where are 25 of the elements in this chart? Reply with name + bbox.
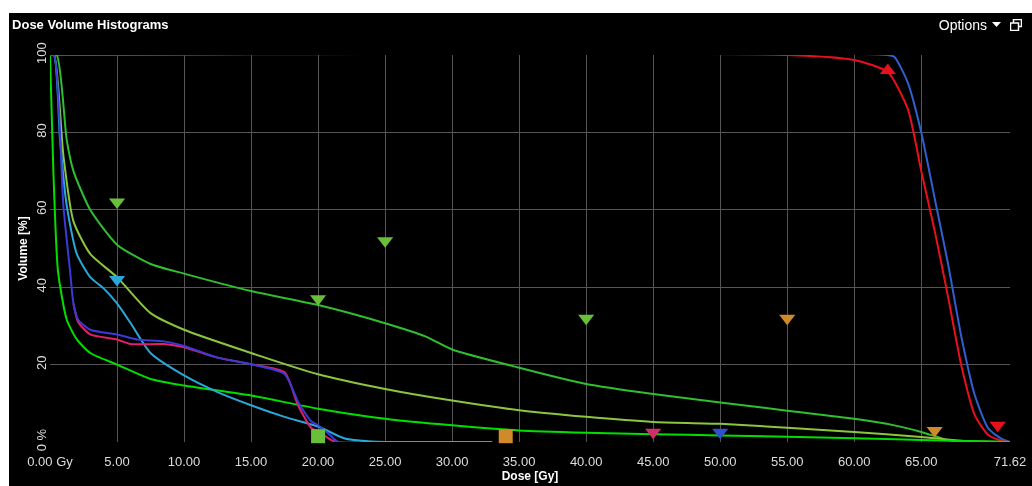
x-tick-label: 50.00 [703, 454, 737, 469]
y-tick-label: 40 [34, 278, 50, 293]
y-tick-label: 20 [34, 355, 50, 370]
y-axis-title: Volume [%] [15, 216, 30, 281]
chart-title: Dose Volume Histograms [12, 17, 169, 33]
x-tick-label: 0.00 Gy [27, 454, 74, 469]
x-tick-label: 65.00 [905, 454, 938, 469]
x-tick-label: 35.00 [502, 454, 536, 469]
x-tick-label: 30.00 [435, 454, 469, 469]
x-tick-label: 71.62 [993, 454, 1027, 469]
text: Options [938, 17, 987, 33]
x-tick-label: 60.00 [837, 454, 871, 469]
x-tick-label: 20.00 [301, 454, 335, 469]
x-tick-label: 45.00 [636, 454, 670, 469]
x-tick-label: 40.00 [569, 454, 603, 469]
x-tick-label: 5.00 [104, 454, 130, 469]
x-tick-label: 55.00 [770, 454, 804, 469]
x-tick-label: 15.00 [234, 454, 268, 469]
x-axis-title: Dose [Gy] [501, 469, 559, 483]
y-tick-label: 100 [34, 42, 50, 64]
y-tick-label: 80 [34, 123, 50, 138]
y-tick-label: 0 % [34, 428, 50, 452]
x-tick-label: 10.00 [167, 454, 201, 469]
x-tick-label: 25.00 [368, 454, 402, 469]
y-tick-label: 60 [34, 200, 50, 216]
